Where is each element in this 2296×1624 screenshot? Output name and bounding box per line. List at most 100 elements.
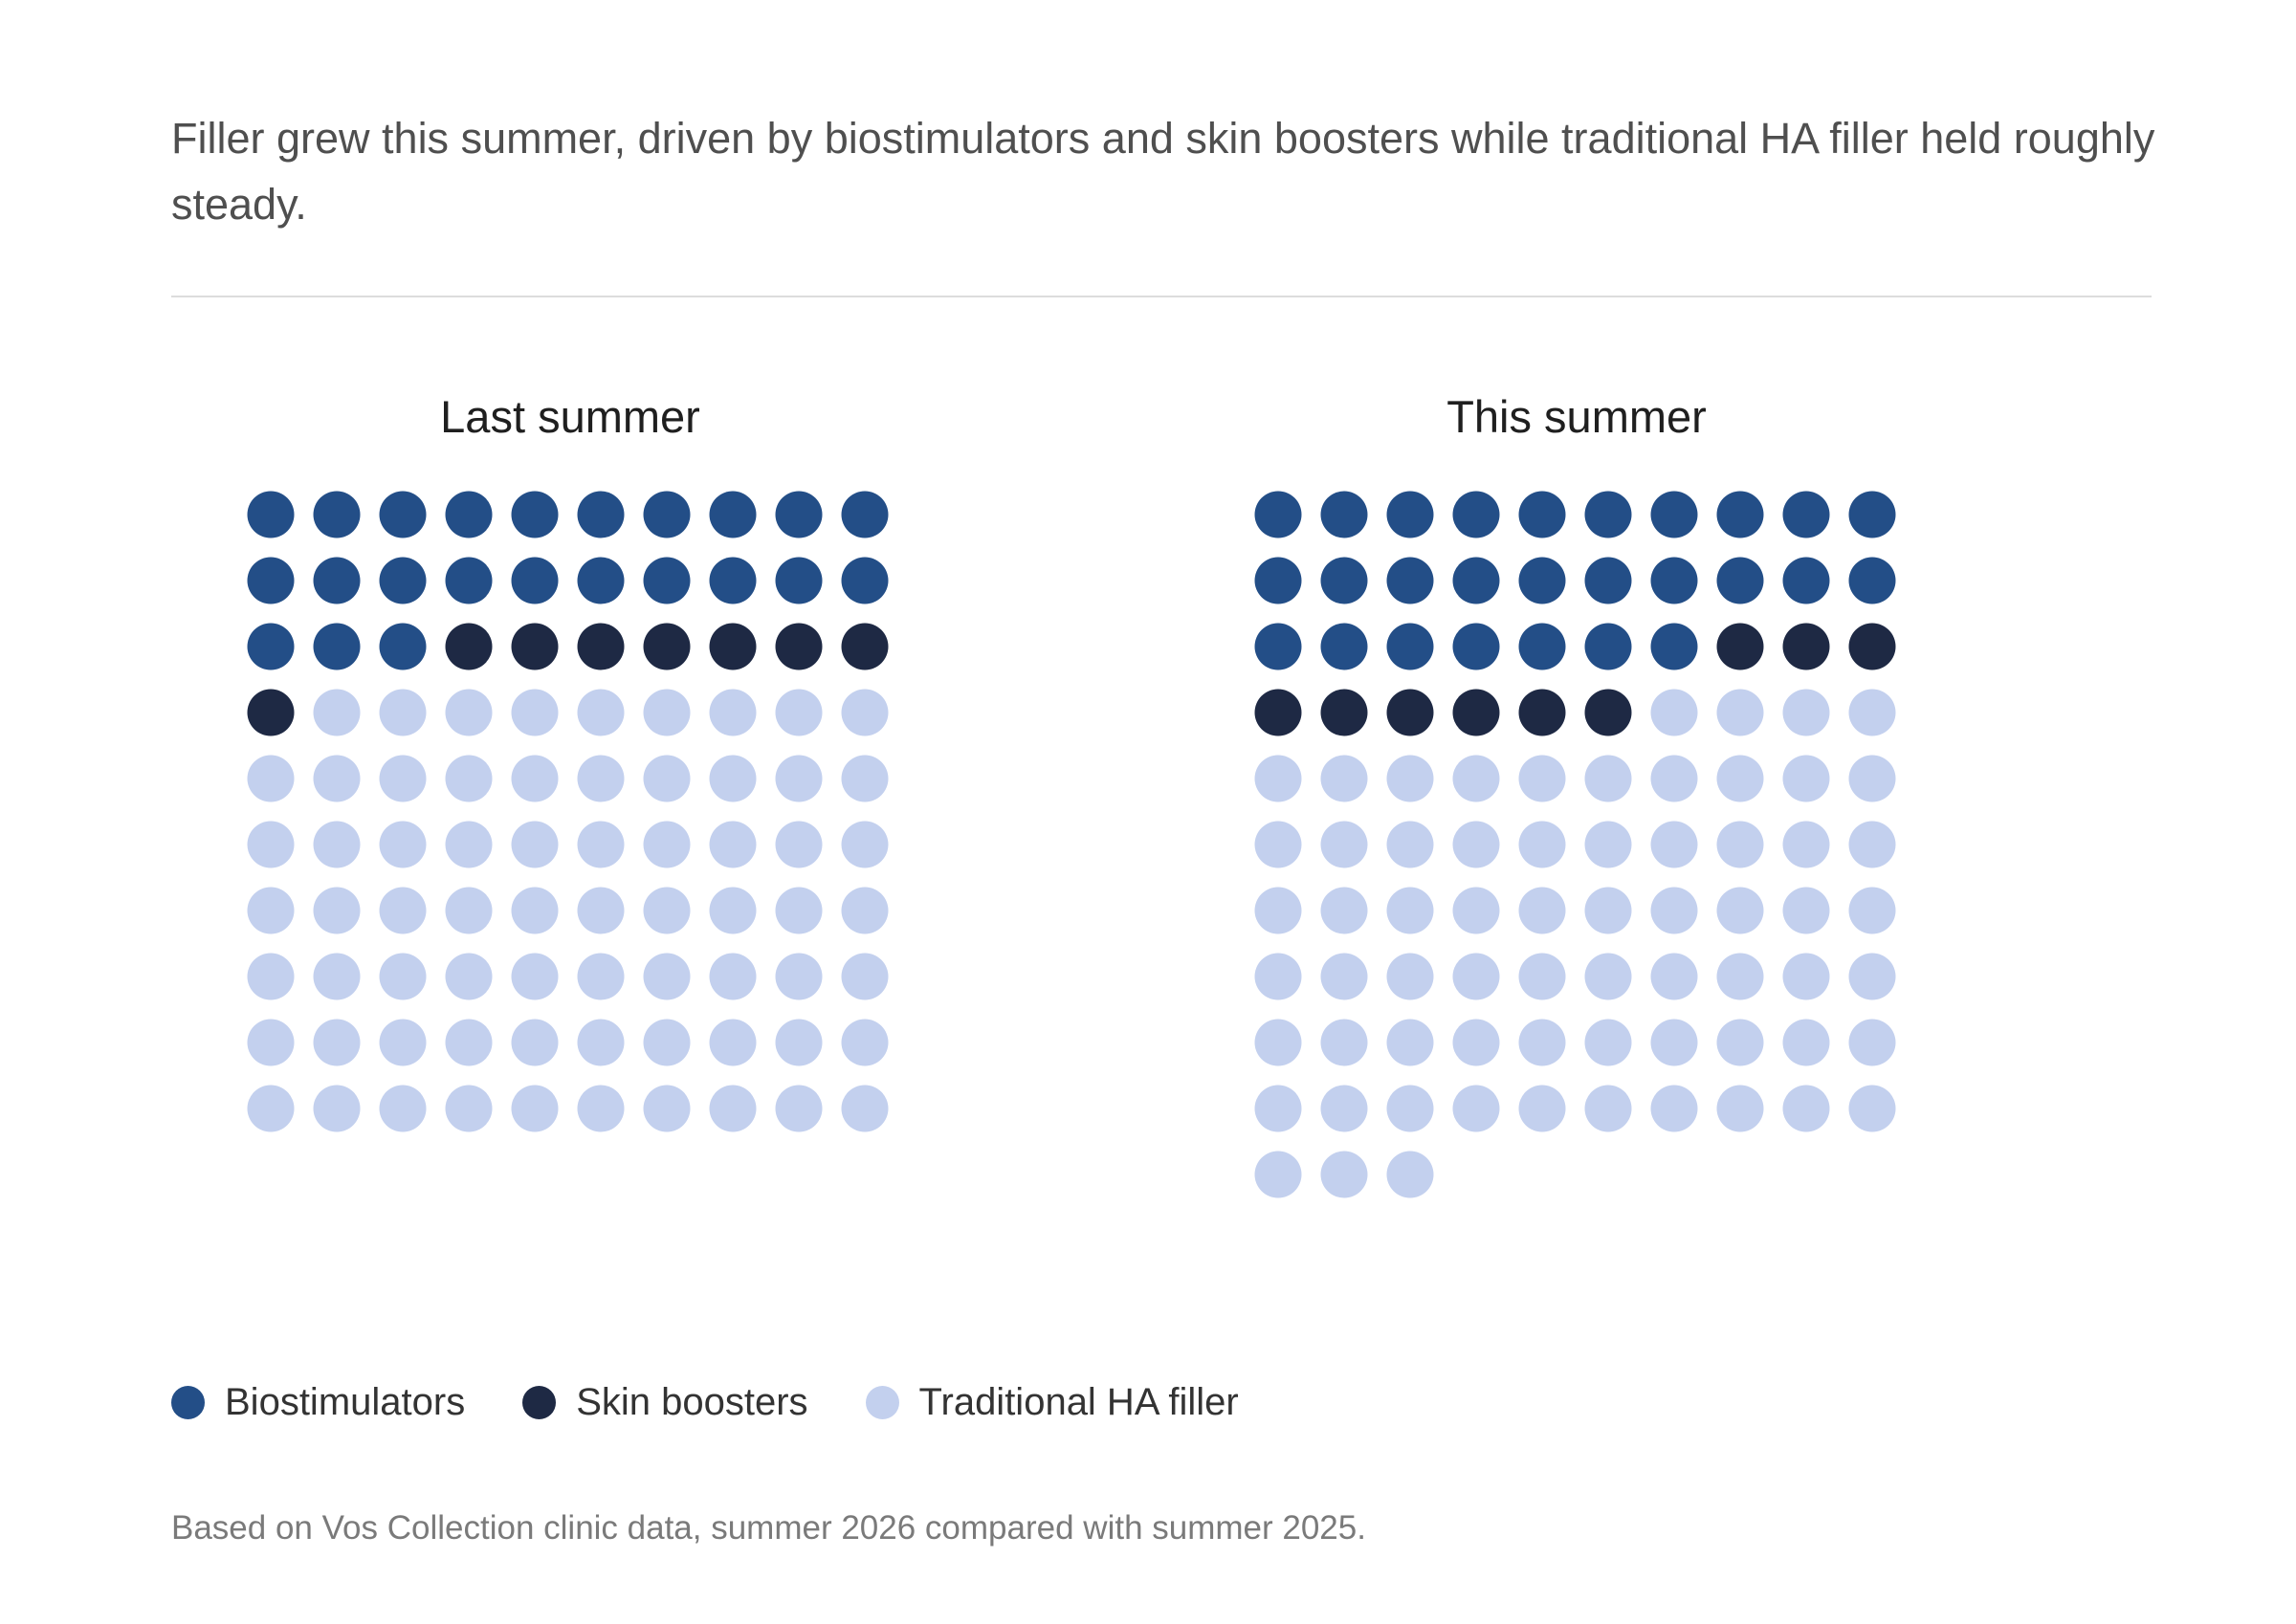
footnote: Based on Vos Collection clinic data, sum… [171,1509,1366,1547]
header-divider [171,296,2152,297]
waffle-dot-traditional-ha-filler [247,821,295,868]
waffle-dot-traditional-ha-filler [1254,1019,1302,1066]
waffle-dot-traditional-ha-filler [1320,953,1368,1000]
waffle-panel-1 [1254,491,1896,1198]
waffle-dot-skin-boosters [1452,689,1500,736]
waffle-dot-traditional-ha-filler [247,755,295,802]
waffle-dot-traditional-ha-filler [445,953,493,1000]
waffle-dot-traditional-ha-filler [1254,1151,1302,1198]
waffle-dot-traditional-ha-filler [1386,821,1434,868]
waffle-dot-biostimulators [1320,623,1368,670]
waffle-dot-biostimulators [1650,623,1698,670]
waffle-dot-traditional-ha-filler [511,755,559,802]
waffle-dot-traditional-ha-filler [379,755,427,802]
waffle-dot-biostimulators [577,491,625,538]
waffle-dot-biostimulators [1320,491,1368,538]
waffle-dot-biostimulators [1650,557,1698,604]
waffle-dot-biostimulators [379,557,427,604]
waffle-dot-biostimulators [1650,491,1698,538]
waffle-dot-traditional-ha-filler [709,887,757,934]
waffle-dot-traditional-ha-filler [1320,1019,1368,1066]
waffle-dot-biostimulators [313,623,361,670]
waffle-dot-biostimulators [313,557,361,604]
waffle-dot-traditional-ha-filler [1782,821,1830,868]
waffle-dot-traditional-ha-filler [1584,755,1632,802]
waffle-dot-biostimulators [379,491,427,538]
waffle-dot-traditional-ha-filler [1254,1085,1302,1132]
waffle-dot-biostimulators [1584,623,1632,670]
waffle-dot-traditional-ha-filler [709,821,757,868]
waffle-dot-traditional-ha-filler [313,755,361,802]
waffle-dot-traditional-ha-filler [1386,887,1434,934]
waffle-dot-traditional-ha-filler [445,755,493,802]
waffle-dot-traditional-ha-filler [1782,1019,1830,1066]
waffle-dot-skin-boosters [643,623,691,670]
waffle-dot-traditional-ha-filler [643,953,691,1000]
waffle-dot-traditional-ha-filler [643,755,691,802]
legend-item-skin-boosters: Skin boosters [522,1381,808,1424]
chart-subtitle: Filler grew this summer, driven by biost… [171,114,2155,229]
waffle-dot-biostimulators [841,557,889,604]
waffle-dot-traditional-ha-filler [379,689,427,736]
waffle-dot-traditional-ha-filler [247,887,295,934]
legend: Biostimulators Skin boosters Traditional… [171,1373,1296,1431]
waffle-dot-traditional-ha-filler [379,1085,427,1132]
legend-swatch-biostimulators [171,1385,205,1419]
waffle-dot-biostimulators [1782,491,1830,538]
waffle-dot-traditional-ha-filler [1452,1019,1500,1066]
waffle-dot-skin-boosters [1254,689,1302,736]
waffle-dot-traditional-ha-filler [511,887,559,934]
waffle-dot-traditional-ha-filler [1254,755,1302,802]
waffle-dot-traditional-ha-filler [1848,1085,1896,1132]
waffle-dot-biostimulators [1716,491,1764,538]
waffle-dot-traditional-ha-filler [379,1019,427,1066]
waffle-dot-traditional-ha-filler [1782,887,1830,934]
waffle-dot-traditional-ha-filler [1584,1085,1632,1132]
waffle-dot-traditional-ha-filler [1848,887,1896,934]
waffle-dot-traditional-ha-filler [775,1085,823,1132]
waffle-dot-biostimulators [1254,491,1302,538]
waffle-dot-traditional-ha-filler [643,689,691,736]
waffle-dot-traditional-ha-filler [1716,1019,1764,1066]
waffle-dot-traditional-ha-filler [709,689,757,736]
waffle-dot-traditional-ha-filler [1782,689,1830,736]
panel-title-last-summer: Last summer [440,391,700,442]
waffle-dot-traditional-ha-filler [445,1019,493,1066]
waffle-dot-traditional-ha-filler [313,689,361,736]
waffle-dot-traditional-ha-filler [1716,755,1764,802]
waffle-dot-biostimulators [1518,491,1566,538]
waffle-dot-traditional-ha-filler [1848,1019,1896,1066]
waffle-dot-traditional-ha-filler [1650,755,1698,802]
waffle-dot-biostimulators [511,557,559,604]
waffle-dot-traditional-ha-filler [1584,1019,1632,1066]
waffle-dot-biostimulators [643,491,691,538]
waffle-dot-traditional-ha-filler [1386,1151,1434,1198]
waffle-dot-traditional-ha-filler [247,1019,295,1066]
waffle-dot-skin-boosters [1584,689,1632,736]
waffle-dot-biostimulators [1386,491,1434,538]
legend-item-biostimulators: Biostimulators [171,1381,465,1424]
waffle-dot-traditional-ha-filler [445,887,493,934]
waffle-dot-traditional-ha-filler [1452,953,1500,1000]
waffle-dot-traditional-ha-filler [1518,1019,1566,1066]
waffle-dot-traditional-ha-filler [1254,887,1302,934]
waffle-dot-skin-boosters [1320,689,1368,736]
waffle-dot-traditional-ha-filler [1452,1085,1500,1132]
waffle-dot-traditional-ha-filler [775,953,823,1000]
waffle-dot-traditional-ha-filler [577,1085,625,1132]
waffle-dot-biostimulators [445,491,493,538]
waffle-dot-skin-boosters [709,623,757,670]
waffle-dot-traditional-ha-filler [1584,821,1632,868]
waffle-dot-biostimulators [577,557,625,604]
waffle-dot-traditional-ha-filler [247,953,295,1000]
waffle-dot-traditional-ha-filler [313,1019,361,1066]
waffle-dot-traditional-ha-filler [841,821,889,868]
waffle-dot-biostimulators [1584,491,1632,538]
waffle-dot-biostimulators [1254,557,1302,604]
waffle-dot-traditional-ha-filler [577,755,625,802]
waffle-dot-traditional-ha-filler [1386,1085,1434,1132]
waffle-dot-skin-boosters [841,623,889,670]
waffle-dot-traditional-ha-filler [841,689,889,736]
waffle-dot-skin-boosters [511,623,559,670]
